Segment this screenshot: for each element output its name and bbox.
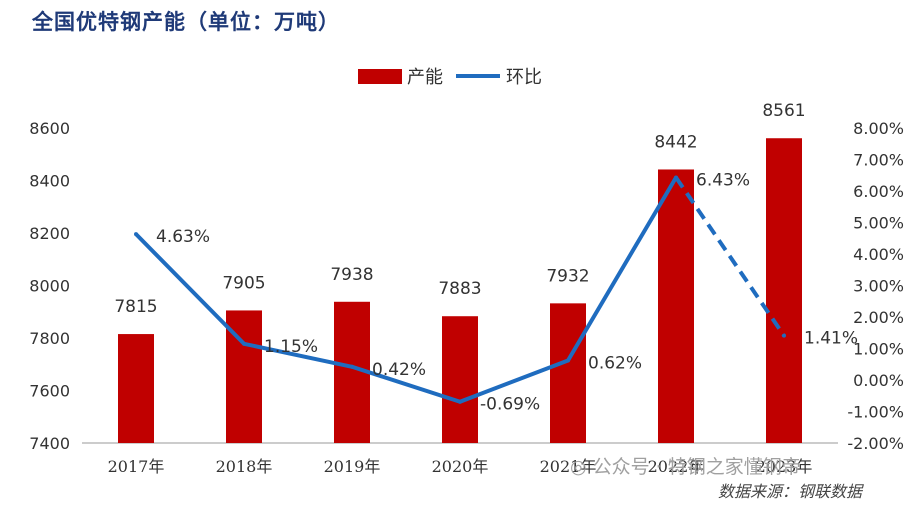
x-tick-label: 2018年 bbox=[216, 457, 273, 476]
chart-title: 全国优特钢产能（单位：万吨） bbox=[32, 9, 340, 34]
x-tick-label: 2019年 bbox=[324, 457, 381, 476]
left-tick-label: 8600 bbox=[29, 119, 70, 138]
line-labels: 4.63% 1.15% 0.42% -0.69% 0.62% 6.43% 1.41% bbox=[156, 170, 858, 414]
left-tick-label: 8000 bbox=[29, 277, 70, 296]
line-value-label: 0.42% bbox=[372, 360, 426, 380]
bar-value-label: 7883 bbox=[438, 279, 481, 299]
line-value-label: 6.43% bbox=[696, 170, 750, 190]
left-tick-label: 7800 bbox=[29, 329, 70, 348]
line-point bbox=[674, 175, 678, 180]
line-point bbox=[458, 399, 462, 404]
x-tick-label: 2020年 bbox=[432, 457, 489, 476]
bar bbox=[118, 334, 154, 443]
line-value-label: 4.63% bbox=[156, 227, 210, 247]
x-tick-label: 2021年 bbox=[540, 457, 597, 476]
source-note: 数据来源：钢联数据 bbox=[718, 482, 863, 501]
legend: 产能 环比 bbox=[358, 67, 542, 88]
x-tick-label: 2017年 bbox=[108, 457, 165, 476]
line-value-label: 1.41% bbox=[804, 329, 858, 349]
right-tick-label: 1.00% bbox=[853, 340, 904, 359]
legend-bar-label: 产能 bbox=[407, 67, 443, 88]
line-value-label: 1.15% bbox=[264, 337, 318, 357]
bar-labels: 7815 7905 7938 7883 7932 8442 8561 bbox=[114, 101, 805, 317]
bar-value-label: 8442 bbox=[654, 132, 697, 152]
right-tick-label: 5.00% bbox=[853, 214, 904, 233]
left-tick-label: 8200 bbox=[29, 224, 70, 243]
bar-value-label: 7905 bbox=[222, 273, 265, 293]
bar-value-label: 7938 bbox=[330, 265, 373, 285]
x-tick-label: 2023年 bbox=[756, 457, 813, 476]
bar bbox=[766, 138, 802, 444]
bar-value-label: 7815 bbox=[114, 297, 157, 317]
right-tick-label: 7.00% bbox=[853, 151, 904, 170]
right-tick-label: 4.00% bbox=[853, 245, 904, 264]
line-value-label: -0.69% bbox=[480, 395, 540, 415]
line-dashed-segment bbox=[674, 176, 786, 337]
left-tick-label: 7600 bbox=[29, 382, 70, 401]
line-point bbox=[242, 341, 246, 346]
line-value-label: 0.62% bbox=[588, 353, 642, 373]
right-tick-label: 2.00% bbox=[853, 308, 904, 327]
left-tick-label: 8400 bbox=[29, 172, 70, 191]
left-tick-label: 7400 bbox=[29, 434, 70, 453]
legend-line-label: 环比 bbox=[506, 67, 542, 88]
bar bbox=[442, 316, 478, 443]
right-tick-label: 6.00% bbox=[853, 182, 904, 201]
right-axis-ticks: -2.00% -1.00% 0.00% 1.00% 2.00% 3.00% 4.00% 5.0… bbox=[847, 119, 904, 453]
left-axis-ticks: 7400 7600 7800 8000 8200 8400 8600 bbox=[29, 119, 70, 453]
bar bbox=[550, 303, 586, 443]
bar-value-label: 7932 bbox=[546, 266, 589, 286]
right-tick-label: 3.00% bbox=[853, 277, 904, 296]
line-point bbox=[566, 358, 570, 363]
line-point bbox=[134, 232, 138, 237]
x-tick-label: 2022年 bbox=[648, 457, 705, 476]
legend-bar-swatch bbox=[358, 69, 402, 84]
right-tick-label: -1.00% bbox=[847, 403, 904, 422]
right-tick-label: -2.00% bbox=[847, 434, 904, 453]
line-point bbox=[350, 364, 354, 369]
right-tick-label: 8.00% bbox=[853, 119, 904, 138]
x-axis-labels: 2017年 2018年 2019年 2020年 2021年 2022年 2023年 bbox=[108, 457, 813, 476]
bar-value-label: 8561 bbox=[762, 101, 805, 121]
bar bbox=[658, 169, 694, 443]
line-series bbox=[134, 175, 786, 404]
watermark: ◎ 公众号 · 特钢之家懂钢帝 bbox=[570, 456, 801, 478]
line-solid bbox=[134, 176, 678, 404]
line-point bbox=[782, 333, 786, 338]
right-tick-label: 0.00% bbox=[853, 371, 904, 390]
